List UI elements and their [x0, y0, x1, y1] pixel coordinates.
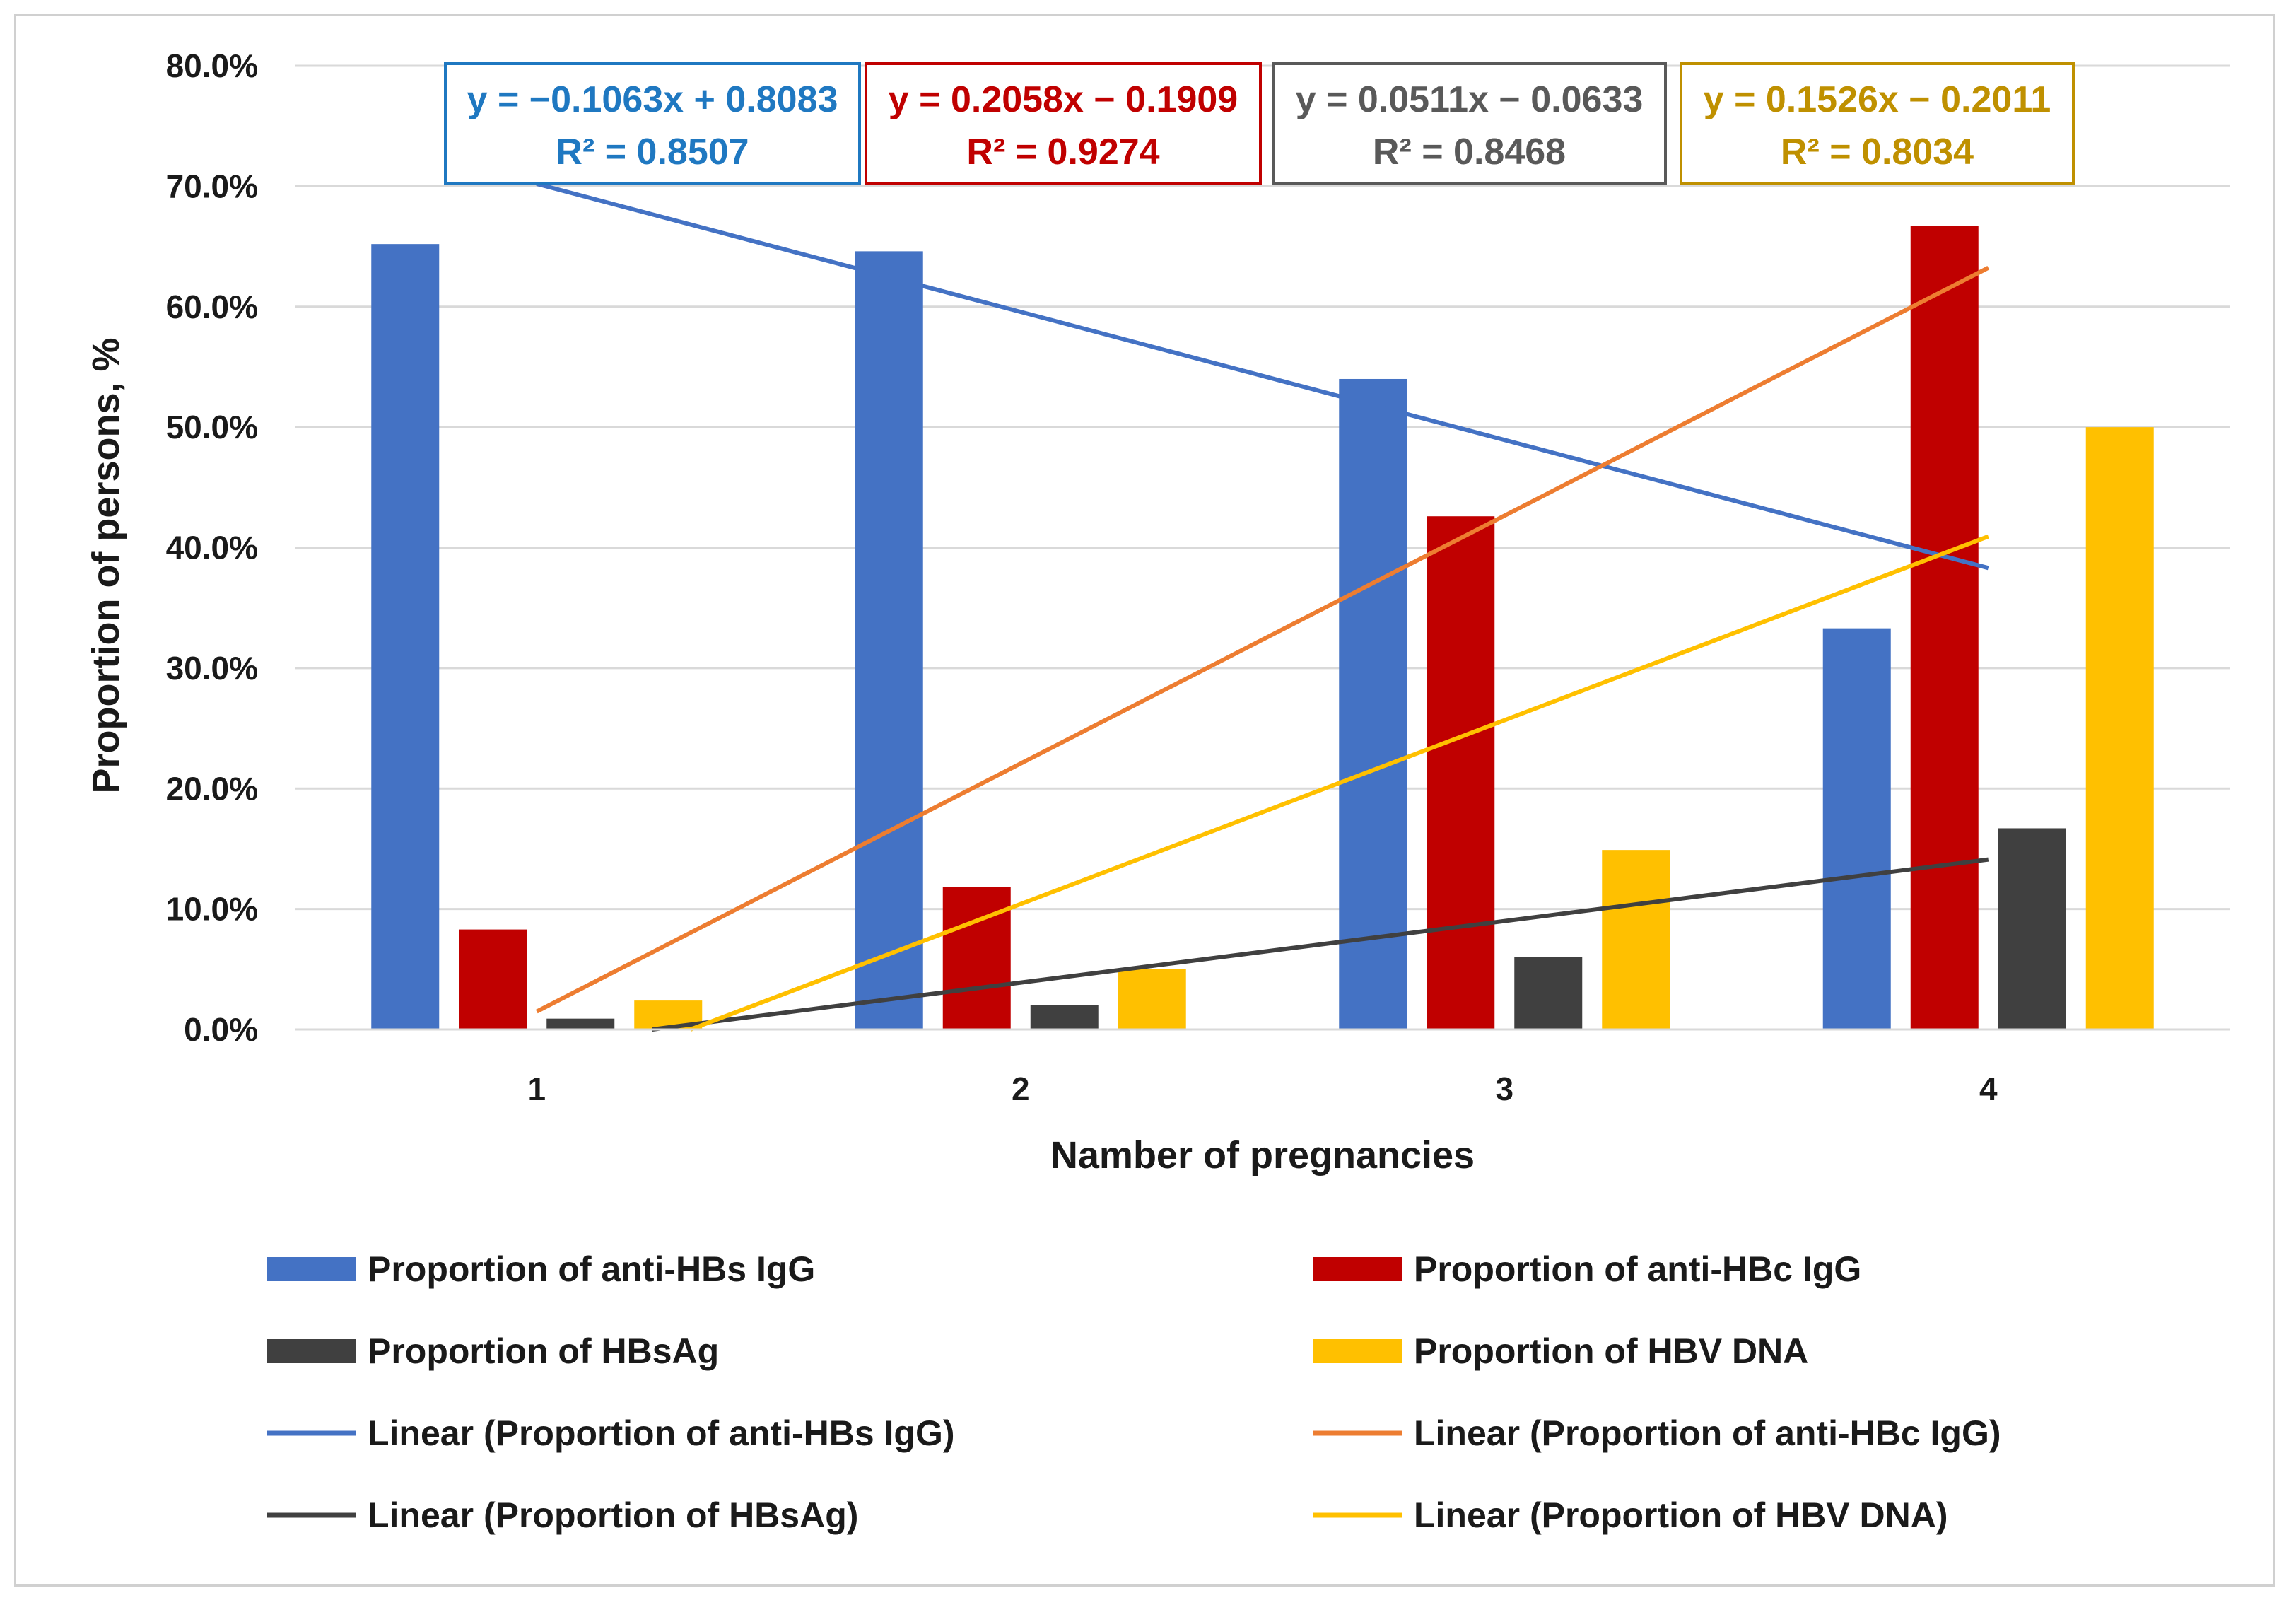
x-tick-label: 4 [1979, 1070, 1998, 1107]
legend-label: Linear (Proportion of anti-HBs IgG) [368, 1413, 955, 1453]
trendline-4 [689, 534, 1989, 1032]
trendline-1 [536, 182, 1989, 571]
legend-swatch-bar [267, 1257, 356, 1281]
legend-item: Proportion of HBV DNA [1313, 1331, 1808, 1371]
equation-box-border [444, 62, 861, 185]
y-tick-label: 50.0% [166, 409, 258, 445]
bar-1-cat-2 [855, 251, 923, 1030]
trendline-r2: R² = 0.9274 [966, 132, 1159, 173]
legend-item: Proportion of anti-HBc IgG [1313, 1249, 1861, 1289]
legend-swatch-bar [1313, 1339, 1402, 1363]
y-tick-label: 20.0% [166, 770, 258, 807]
bar-4-cat-4 [2085, 427, 2154, 1029]
trendline-2 [535, 266, 1990, 1014]
trendline-equation: y = 0.2058x − 0.1909 [889, 79, 1238, 120]
x-axis-ticks: 1 2 3 4 [527, 1070, 1998, 1107]
x-tick-label: 2 [1012, 1070, 1030, 1107]
legend-label: Linear (Proportion of HBV DNA) [1414, 1495, 1948, 1535]
bar-4-cat-2 [1118, 969, 1186, 1029]
legend-swatch-bar [1313, 1257, 1402, 1281]
legend-label: Proportion of HBsAg [368, 1331, 719, 1371]
legend: Proportion of anti-HBs IgG Proportion of … [267, 1249, 2001, 1535]
legend-item: Linear (Proportion of HBsAg) [267, 1495, 858, 1535]
trendline-equation: y = 0.0511x − 0.0633 [1296, 79, 1644, 120]
legend-item: Proportion of HBsAg [267, 1331, 719, 1371]
bar-2-cat-4 [1910, 226, 1979, 1029]
trendline-r2: R² = 0.8034 [1781, 132, 1974, 173]
y-tick-label: 10.0% [166, 891, 258, 928]
trendline-r2: R² = 0.8507 [556, 132, 749, 173]
trendlines [535, 182, 1990, 1032]
bar-4-cat-3 [1602, 850, 1670, 1029]
equation-box-4: y = 0.1526x − 0.2011 R² = 0.8034 [1680, 62, 2075, 185]
bar-3-cat-2 [1030, 1005, 1099, 1029]
legend-item: Linear (Proportion of HBV DNA) [1313, 1495, 1948, 1535]
y-tick-label: 40.0% [166, 530, 258, 566]
equation-box-border [1272, 62, 1667, 185]
bar-3-cat-4 [1998, 828, 2066, 1029]
legend-label: Linear (Proportion of HBsAg) [368, 1495, 858, 1535]
bar-2-cat-2 [942, 887, 1011, 1029]
y-tick-label: 60.0% [166, 288, 258, 325]
legend-label: Proportion of anti-HBs IgG [368, 1249, 815, 1289]
bar-1-cat-1 [371, 244, 440, 1029]
legend-label: Proportion of HBV DNA [1414, 1331, 1808, 1371]
x-tick-label: 1 [527, 1070, 546, 1107]
trendline-equation: y = −0.1063x + 0.8083 [467, 79, 838, 120]
y-tick-label: 30.0% [166, 650, 258, 687]
bars [371, 226, 2154, 1030]
equation-box-border [865, 62, 1262, 185]
bar-3-cat-1 [546, 1018, 615, 1029]
legend-label: Linear (Proportion of anti-HBc IgG) [1414, 1413, 2001, 1453]
bar-3-cat-3 [1514, 957, 1583, 1029]
trendline-equation: y = 0.1526x − 0.2011 [1704, 79, 2051, 120]
y-tick-label: 80.0% [166, 47, 258, 84]
y-axis-title: Proportion of persons, % [85, 337, 127, 793]
legend-item: Proportion of anti-HBs IgG [267, 1249, 815, 1289]
trendline-r2: R² = 0.8468 [1373, 132, 1566, 173]
gridlines [295, 64, 2230, 911]
legend-item: Linear (Proportion of anti-HBc IgG) [1313, 1413, 2001, 1453]
y-tick-label: 0.0% [184, 1011, 258, 1048]
trendline-equations: y = −0.1063x + 0.8083 R² = 0.8507 y = 0.20… [444, 62, 2075, 185]
bar-1-cat-3 [1339, 378, 1407, 1029]
legend-swatch-bar [267, 1339, 356, 1363]
x-tick-label: 3 [1495, 1070, 1513, 1107]
bar-2-cat-1 [459, 929, 527, 1029]
x-axis-title: Namber of pregnancies [1050, 1134, 1475, 1177]
equation-box-2: y = 0.2058x − 0.1909 R² = 0.9274 [865, 62, 1262, 185]
equation-box-3: y = 0.0511x − 0.0633 R² = 0.8468 [1272, 62, 1667, 185]
y-tick-label: 70.0% [166, 168, 258, 204]
legend-label: Proportion of anti-HBc IgG [1414, 1249, 1861, 1289]
bar-2-cat-3 [1427, 516, 1495, 1029]
equation-box-border [1680, 62, 2075, 185]
bar-1-cat-4 [1822, 628, 1891, 1029]
legend-item: Linear (Proportion of anti-HBs IgG) [267, 1413, 955, 1453]
trendline-3 [652, 857, 1989, 1032]
y-axis-ticks: 0.0% 10.0% 20.0% 30.0% 40.0% 50.0% 60.0% 70.0% 8… [166, 47, 258, 1048]
equation-box-1: y = −0.1063x + 0.8083 R² = 0.8507 [444, 62, 861, 185]
